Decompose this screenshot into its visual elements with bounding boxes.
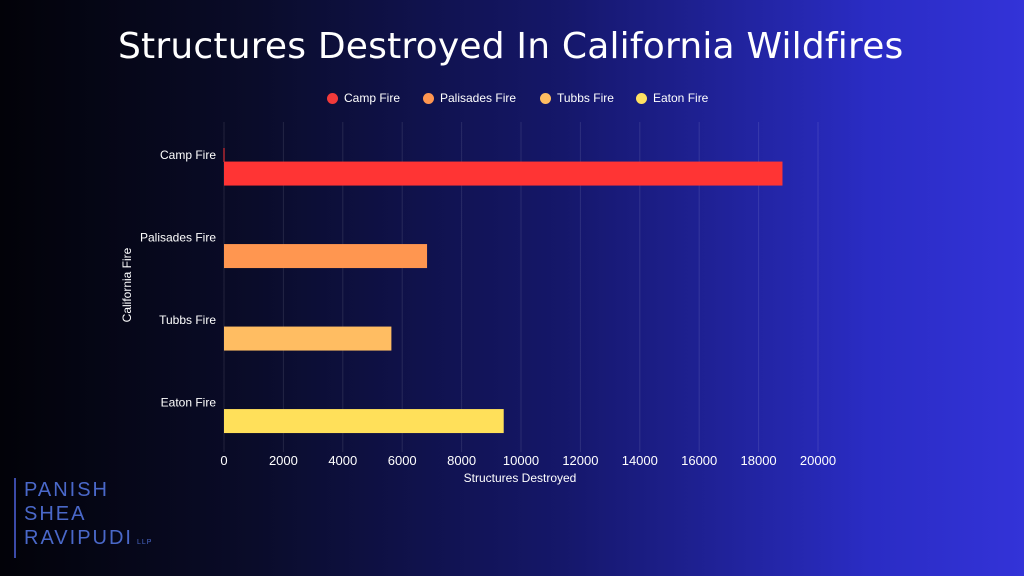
x-tick-label: 2000	[269, 453, 298, 468]
legend-label: Tubbs Fire	[557, 91, 614, 105]
legend-dot-icon	[327, 92, 338, 104]
x-tick-label: 20000	[800, 453, 836, 468]
bars	[223, 148, 783, 434]
bar-tubbs-fire	[224, 326, 392, 351]
x-tick-label: 16000	[681, 453, 717, 468]
logo-line-3: RAVIPUDI LLP	[24, 526, 152, 555]
x-tick-label: 10000	[503, 453, 539, 468]
x-tick-label: 14000	[622, 453, 658, 468]
legend-dot-icon	[423, 92, 434, 104]
y-axis-title: California Fire	[120, 247, 134, 323]
x-tick-label: 6000	[388, 453, 417, 468]
logo-line-3-text: RAVIPUDI	[24, 527, 133, 549]
chart-title: Structures Destroyed In California Wildf…	[118, 26, 904, 67]
legend-label: Camp Fire	[344, 91, 401, 105]
y-category-label: Eaton Fire	[161, 396, 217, 410]
bar-palisades-fire	[224, 244, 428, 269]
x-tick-label: 8000	[447, 453, 476, 468]
firm-logo: PANISH SHEA RAVIPUDI LLP	[14, 478, 152, 558]
legend-label: Eaton Fire	[653, 91, 709, 105]
legend-dot-icon	[540, 92, 551, 104]
logo-suffix: LLP	[136, 539, 153, 546]
legend-item-eaton-fire: Eaton Fire	[636, 91, 708, 105]
bar-camp-fire	[224, 161, 783, 186]
y-category-label: Tubbs Fire	[159, 313, 216, 327]
legend-item-tubbs-fire: Tubbs Fire	[540, 91, 614, 105]
x-tick-label: 0	[220, 453, 227, 468]
legend-label: Palisades Fire	[440, 91, 517, 105]
logo-line-2: SHEA	[24, 503, 87, 525]
legend-dot-icon	[636, 92, 647, 104]
y-category-label: Camp Fire	[160, 148, 216, 162]
y-category-label: Palisades Fire	[140, 231, 216, 245]
x-tick-label: 12000	[562, 453, 598, 468]
legend-item-palisades-fire: Palisades Fire	[423, 91, 516, 105]
chart-legend: Camp Fire Palisades Fire Tubbs Fire Eaton F…	[0, 91, 1024, 111]
x-tick-label: 4000	[328, 453, 357, 468]
logo-line-1: PANISH	[24, 479, 109, 501]
tick-labels: 0 2000 4000 6000 8000 10000 12000 14000 16000 180…	[140, 148, 836, 468]
x-axis-title: Structures Destroyed	[463, 471, 577, 485]
legend-item-camp-fire: Camp Fire	[327, 91, 400, 105]
x-tick-label: 18000	[741, 453, 777, 468]
bar-eaton-fire	[224, 409, 504, 434]
